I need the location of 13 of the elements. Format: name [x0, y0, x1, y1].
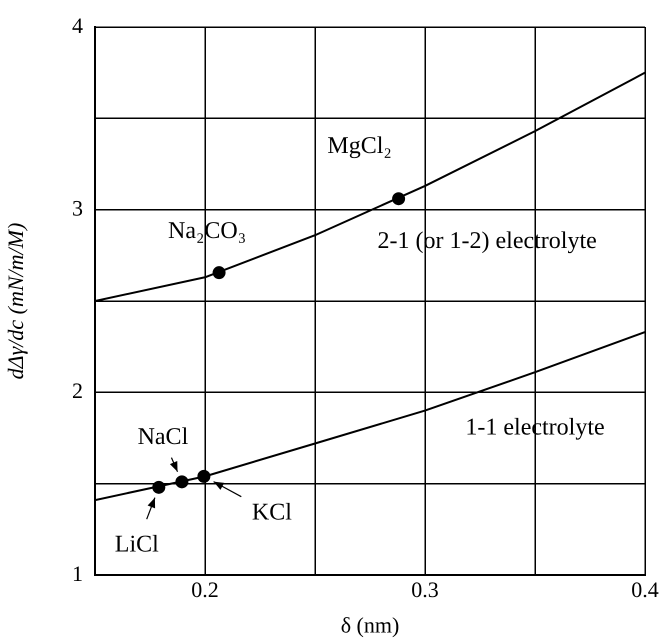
x-tick-label: 0.2: [191, 576, 219, 602]
x-tick-label: 0.3: [411, 576, 439, 602]
y-axis-title: dΔγ/dc (mN/m/M): [2, 222, 28, 380]
y-tick-label: 4: [72, 12, 83, 38]
y-tick-label: 3: [72, 195, 83, 220]
x-axis-title: δ (nm): [340, 612, 400, 638]
annotation: KCl: [252, 500, 292, 526]
y-tick-label: 1: [72, 560, 83, 586]
annotation: MgCl₂: [327, 133, 392, 160]
annotation: LiCl: [114, 532, 160, 558]
annotation: NaCl: [138, 424, 189, 450]
y-tick-label: 2: [72, 378, 83, 404]
x-tick-label: 0.4: [631, 576, 659, 602]
